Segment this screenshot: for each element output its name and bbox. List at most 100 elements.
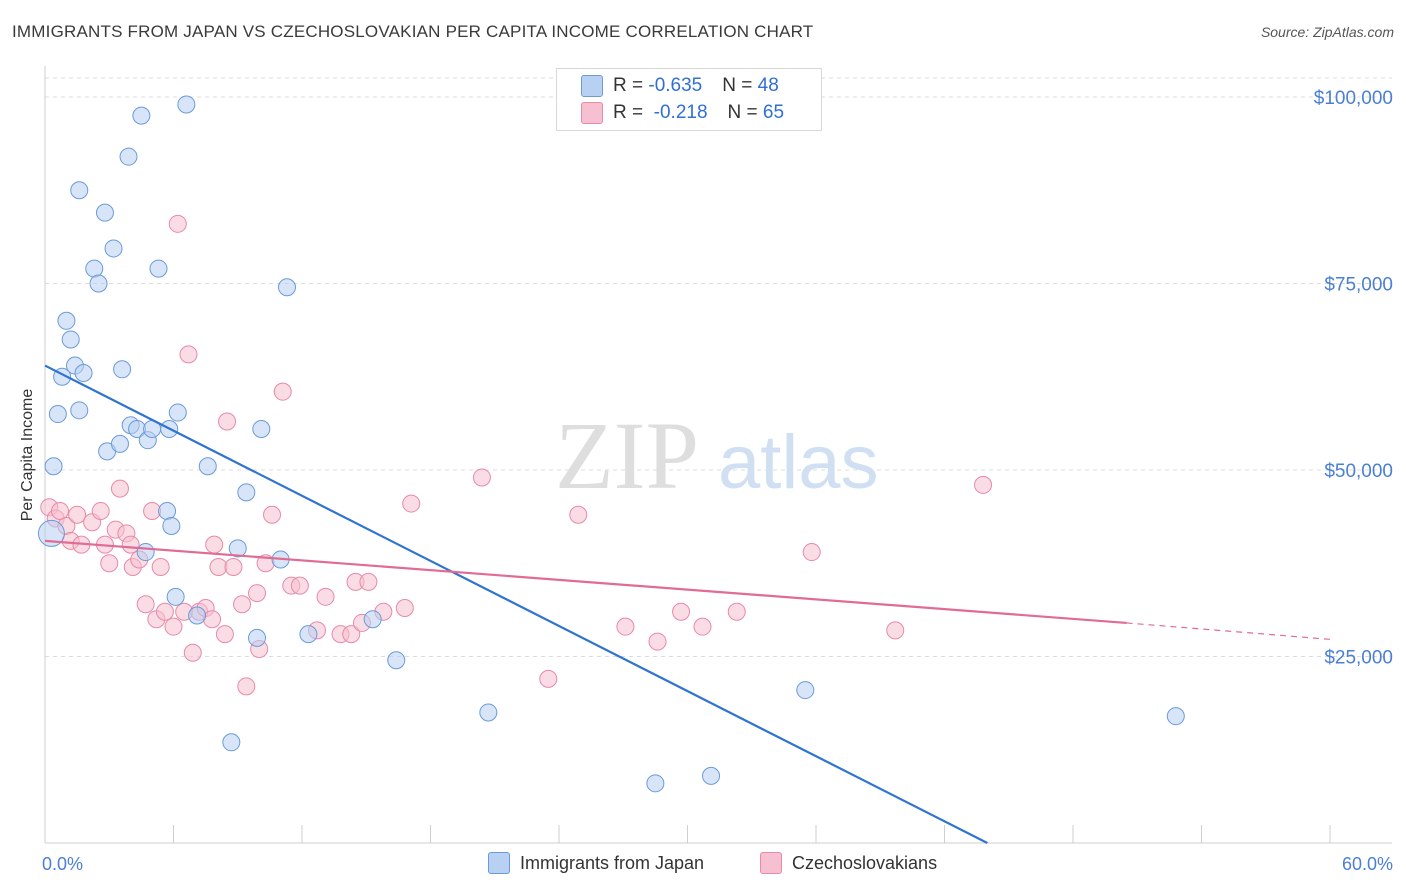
data-point-japan bbox=[166, 587, 185, 606]
data-point-japan bbox=[95, 203, 114, 222]
data-point-czechoslovakians bbox=[209, 557, 228, 576]
tick-labels: $25,000 $50,000 $75,000 $100,000 0.0% 60.0% bbox=[42, 88, 1393, 874]
data-point-czechoslovakians bbox=[218, 412, 237, 431]
legend-n-value: 48 bbox=[757, 75, 779, 96]
watermark-atlas: atlas bbox=[718, 420, 879, 505]
legend-swatch-czechoslovakians bbox=[760, 852, 782, 874]
data-point-czechoslovakians bbox=[110, 479, 129, 498]
data-point-japan bbox=[149, 259, 168, 278]
data-point-czechoslovakians bbox=[395, 599, 414, 618]
data-point-japan bbox=[85, 259, 104, 278]
data-point-japan bbox=[299, 625, 318, 644]
data-point-czechoslovakians bbox=[224, 557, 243, 576]
data-point-czechoslovakians bbox=[164, 617, 183, 636]
y-tick-label: $100,000 bbox=[1314, 88, 1393, 109]
data-point-czechoslovakians bbox=[100, 554, 119, 573]
data-point-japan bbox=[132, 106, 151, 125]
data-point-czechoslovakians bbox=[151, 557, 170, 576]
data-point-czechoslovakians bbox=[539, 669, 558, 688]
axes bbox=[44, 66, 1392, 844]
data-point-japan bbox=[248, 628, 267, 647]
legend-item-japan: Immigrants from Japan bbox=[488, 852, 704, 874]
data-point-japan bbox=[110, 434, 129, 453]
data-point-japan bbox=[158, 502, 177, 521]
data-point-japan bbox=[646, 774, 665, 793]
data-point-czechoslovakians bbox=[205, 535, 224, 554]
data-point-czechoslovakians bbox=[273, 382, 292, 401]
data-point-japan bbox=[387, 651, 406, 670]
data-point-czechoslovakians bbox=[290, 576, 309, 595]
data-point-japan bbox=[136, 543, 155, 562]
data-point-japan bbox=[70, 181, 89, 200]
legend-r-label: R = bbox=[613, 75, 649, 96]
data-point-japan bbox=[702, 766, 721, 785]
data-point-czechoslovakians bbox=[727, 602, 746, 621]
source-label: Source: ZipAtlas.com bbox=[1260, 24, 1394, 40]
data-point-czechoslovakians bbox=[179, 345, 198, 364]
gridlines bbox=[45, 77, 1392, 657]
data-point-czechoslovakians bbox=[68, 505, 87, 524]
data-point-czechoslovakians bbox=[143, 502, 162, 521]
data-point-japan bbox=[177, 95, 196, 114]
x-tick-label: 60.0% bbox=[1342, 854, 1393, 874]
data-point-czechoslovakians bbox=[342, 625, 361, 644]
legend-r-value: -0.218 bbox=[648, 102, 708, 123]
data-point-japan bbox=[74, 364, 93, 383]
data-point-czechoslovakians bbox=[693, 617, 712, 636]
x-tick-label: 0.0% bbox=[42, 854, 83, 874]
legend-r-value: -0.635 bbox=[648, 75, 703, 96]
legend-swatch-czechoslovakians bbox=[581, 102, 603, 124]
series-legend: Immigrants from Japan Czechoslovakians bbox=[0, 852, 1406, 878]
y-tick-label: $50,000 bbox=[1324, 461, 1393, 482]
data-point-czechoslovakians bbox=[215, 625, 234, 644]
data-point-japan bbox=[89, 274, 108, 293]
legend-row-czechoslovakians: R = -0.218 N = 65 bbox=[581, 101, 785, 125]
data-point-japan bbox=[44, 457, 63, 476]
data-point-japan bbox=[119, 147, 138, 166]
legend-label-japan: Immigrants from Japan bbox=[520, 852, 705, 873]
data-point-japan bbox=[237, 483, 256, 502]
data-point-czechoslovakians bbox=[237, 677, 256, 696]
data-point-czechoslovakians bbox=[616, 617, 635, 636]
data-point-japan bbox=[198, 457, 217, 476]
data-point-czechoslovakians bbox=[802, 543, 821, 562]
data-point-japan bbox=[162, 516, 181, 535]
data-point-japan bbox=[796, 681, 815, 700]
y-tick-label: $75,000 bbox=[1324, 275, 1393, 296]
data-point-czechoslovakians bbox=[472, 468, 491, 487]
data-point-czechoslovakians bbox=[183, 643, 202, 662]
legend-row-japan: R = -0.635 N = 48 bbox=[581, 74, 779, 98]
data-point-czechoslovakians bbox=[974, 475, 993, 494]
y-tick-label: $25,000 bbox=[1324, 648, 1393, 669]
data-point-czechoslovakians bbox=[648, 632, 667, 651]
data-point-czechoslovakians bbox=[50, 502, 69, 521]
data-point-czechoslovakians bbox=[248, 584, 267, 603]
data-point-czechoslovakians bbox=[121, 535, 140, 554]
data-point-japan bbox=[363, 610, 382, 629]
data-point-czechoslovakians bbox=[886, 621, 905, 640]
data-point-czechoslovakians bbox=[203, 610, 222, 629]
data-point-japan bbox=[228, 539, 247, 558]
legend-swatch-japan bbox=[488, 852, 510, 874]
data-point-czechoslovakians bbox=[402, 494, 421, 513]
trend-line-czechoslovakians bbox=[44, 539, 1127, 625]
data-point-japan bbox=[252, 419, 271, 438]
data-point-japan bbox=[70, 401, 89, 420]
data-point-japan bbox=[113, 360, 132, 379]
data-point-czechoslovakians bbox=[569, 505, 588, 524]
legend-swatch-japan bbox=[581, 75, 603, 97]
chart-title: IMMIGRANTS FROM JAPAN VS CZECHOSLOVAKIAN… bbox=[12, 22, 814, 41]
legend-r-label: R = bbox=[613, 102, 649, 123]
data-point-czechoslovakians bbox=[316, 587, 335, 606]
trend-line-czechoslovakians-extension bbox=[1126, 622, 1331, 640]
data-point-japan bbox=[222, 733, 241, 752]
legend-item-czechoslovakians: Czechoslovakians bbox=[760, 852, 937, 874]
data-point-czechoslovakians bbox=[168, 214, 187, 233]
data-point-japan bbox=[48, 405, 67, 424]
data-point-japan bbox=[188, 606, 207, 625]
data-point-japan bbox=[61, 330, 80, 349]
data-point-czechoslovakians bbox=[359, 572, 378, 591]
legend-n-value: 65 bbox=[762, 102, 785, 123]
data-point-japan bbox=[104, 239, 123, 258]
